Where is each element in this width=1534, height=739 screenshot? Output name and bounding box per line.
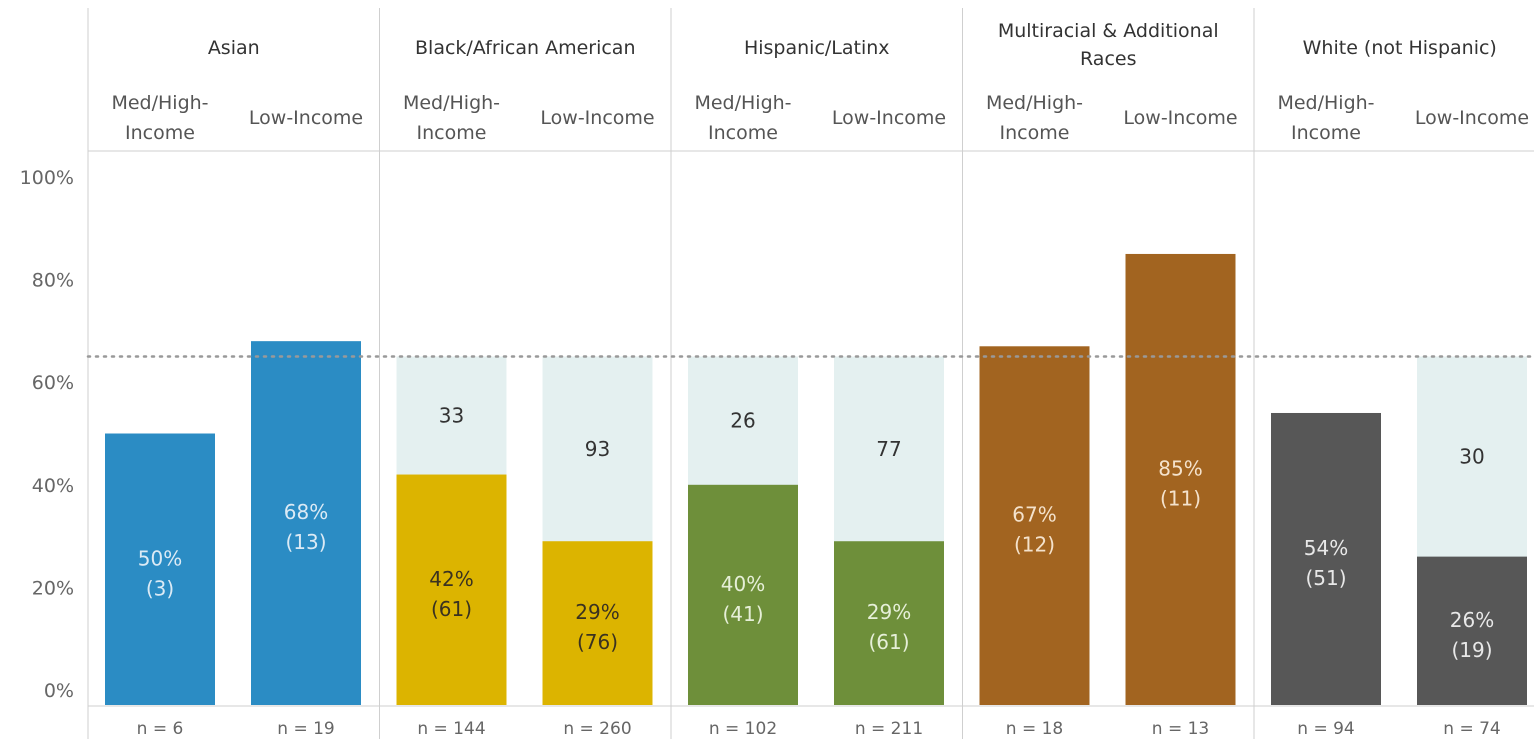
value-bar: [396, 474, 507, 705]
value-bar: [1417, 556, 1527, 705]
group-title: White (not Hispanic): [1303, 37, 1497, 59]
count-label: (3): [146, 576, 174, 600]
category-label: Low-Income: [540, 107, 654, 129]
value-label: 42%: [429, 567, 473, 591]
remaining-label: 33: [439, 404, 464, 428]
n-label: n = 18: [1006, 719, 1063, 739]
y-tick-label: 40%: [32, 475, 74, 497]
category-label: Low-Income: [1123, 107, 1237, 129]
category-label: Med/High-Income: [403, 92, 500, 144]
group-title: Hispanic/Latinx: [744, 37, 890, 59]
group-title: Black/African American: [415, 37, 636, 59]
value-label: 85%: [1158, 456, 1202, 480]
y-tick-label: 60%: [32, 372, 74, 394]
value-label: 29%: [575, 600, 619, 624]
y-tick-label: 0%: [44, 680, 74, 702]
n-label: n = 102: [709, 719, 777, 739]
category-label: Med/High-Income: [694, 92, 791, 144]
value-bar: [834, 541, 944, 705]
category-label: Med/High-Income: [986, 92, 1083, 144]
y-tick-label: 100%: [20, 167, 74, 189]
n-label: n = 19: [277, 719, 334, 739]
group-title: Asian: [208, 37, 260, 59]
value-label: 54%: [1304, 536, 1348, 560]
value-bar: [542, 541, 653, 705]
category-label: Low-Income: [832, 107, 946, 129]
n-label: n = 211: [855, 719, 923, 739]
n-label: n = 94: [1297, 719, 1354, 739]
group-title: Multiracial & Additional Races: [998, 20, 1219, 70]
count-label: (19): [1451, 638, 1492, 662]
category-label: Low-Income: [1415, 107, 1529, 129]
value-label: 26%: [1450, 608, 1494, 632]
category-label: Med/High-Income: [1277, 92, 1374, 144]
value-bar: [251, 341, 361, 705]
value-label: 67%: [1012, 503, 1056, 527]
count-label: (51): [1305, 566, 1346, 590]
count-label: (13): [285, 530, 326, 554]
count-label: (76): [577, 630, 618, 654]
remaining-label: 26: [730, 409, 755, 433]
n-label: n = 13: [1152, 719, 1209, 739]
y-tick-label: 80%: [32, 270, 74, 292]
value-bar: [1271, 412, 1381, 705]
remaining-label: 30: [1459, 445, 1484, 469]
y-tick-label: 20%: [32, 577, 74, 599]
n-label: n = 144: [417, 719, 485, 739]
n-label: n = 6: [137, 719, 184, 739]
remaining-label: 77: [876, 437, 901, 461]
count-label: (61): [431, 597, 472, 621]
count-label: (61): [868, 630, 909, 654]
remaining-label: 93: [585, 437, 610, 461]
count-label: (11): [1160, 486, 1201, 510]
category-label: Med/High-Income: [111, 92, 208, 144]
count-label: (41): [722, 602, 763, 626]
n-label: n = 74: [1443, 719, 1500, 739]
value-label: 50%: [138, 546, 182, 570]
value-bar: [979, 346, 1090, 705]
count-label: (12): [1014, 533, 1055, 557]
value-bar: [1125, 253, 1236, 705]
value-label: 40%: [721, 572, 765, 596]
category-label: Low-Income: [249, 107, 363, 129]
value-label: 68%: [284, 500, 328, 524]
value-label: 29%: [867, 600, 911, 624]
value-bar: [105, 433, 215, 705]
n-label: n = 260: [563, 719, 631, 739]
value-bar: [688, 484, 798, 705]
